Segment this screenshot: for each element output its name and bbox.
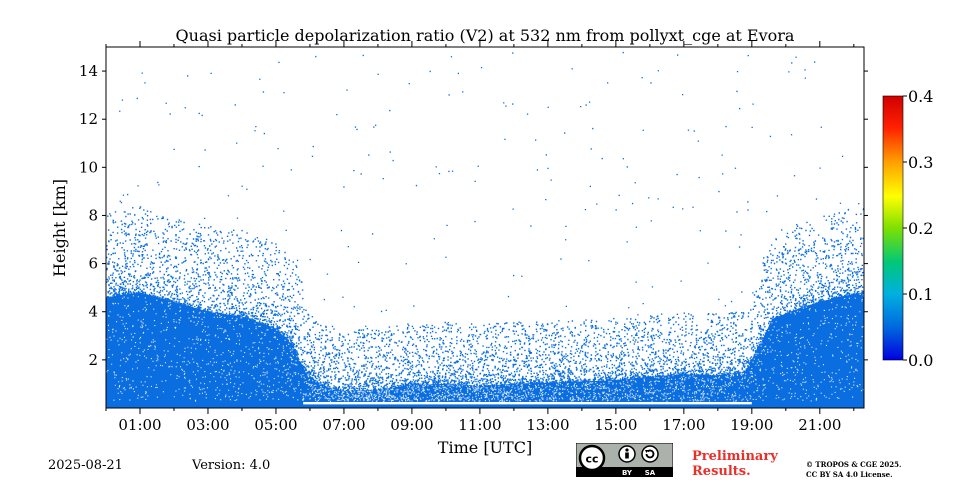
- colorbar-tick-label: 0.3: [908, 153, 933, 172]
- y-tick-label: 6: [88, 255, 98, 273]
- colorbar-tick-label: 0.1: [908, 285, 933, 304]
- y-tick-label: 12: [79, 110, 98, 128]
- x-tick-label: 03:00: [186, 416, 229, 434]
- x-axis-label: Time [UTC]: [438, 438, 532, 457]
- copyright-line-2: CC BY SA 4.0 License.: [806, 470, 893, 479]
- version-label: Version: 4.0: [192, 458, 271, 473]
- plot-frame: [105, 46, 865, 409]
- x-tick-label: 19:00: [730, 416, 773, 434]
- colorbar-tick-label: 0.4: [908, 87, 933, 106]
- y-tick-label: 8: [88, 206, 98, 224]
- copyright-line-1: © TROPOS & CGE 2025.: [806, 460, 902, 469]
- preliminary-line-2: Results.: [692, 464, 751, 479]
- x-axis: 01:00 03:00 05:00 07:00 09:00 11:00 13:00 15:00…: [105, 41, 855, 434]
- signal-region: [106, 292, 864, 408]
- y-tick-label: 14: [79, 62, 98, 80]
- colorbar-tick-label: 0.0: [908, 351, 933, 370]
- near-ground-gap: [303, 401, 752, 405]
- date-label: 2025-08-21: [48, 458, 123, 473]
- colorbar: [883, 96, 903, 360]
- x-tick-label: 09:00: [390, 416, 433, 434]
- preliminary-line-1: Preliminary: [692, 449, 778, 464]
- svg-text:BY: BY: [622, 469, 633, 477]
- speckle: [106, 51, 864, 402]
- x-tick-label: 17:00: [662, 416, 705, 434]
- y-axis: 2 4 6 8 10 12 14: [79, 62, 868, 369]
- copyright-notice: © TROPOS & CGE 2025. CC BY SA 4.0 Licens…: [806, 460, 901, 480]
- preliminary-results-notice: Preliminary Results.: [692, 449, 778, 479]
- y-axis-label: Height [km]: [50, 179, 69, 277]
- svg-text:cc: cc: [585, 453, 598, 466]
- depolarization-field: [106, 51, 864, 408]
- x-tick-label: 05:00: [254, 416, 297, 434]
- cc-icon: [578, 444, 606, 472]
- svg-text:SA: SA: [645, 469, 656, 477]
- x-tick-label: 07:00: [322, 416, 365, 434]
- y-tick-label: 2: [88, 351, 98, 369]
- x-tick-label: 01:00: [118, 416, 161, 434]
- cc-license-badge: cc BY SA: [576, 443, 673, 477]
- sa-share-alike-icon: [641, 445, 659, 463]
- colorbar-tick-label: 0.2: [908, 219, 933, 238]
- y-tick-label: 4: [88, 303, 98, 321]
- chart-title: Quasi particle depolarization ratio (V2)…: [176, 26, 795, 45]
- x-tick-label: 11:00: [458, 416, 501, 434]
- colorbar-axis: 0.0 0.1 0.2 0.3 0.4: [903, 87, 933, 370]
- x-tick-label: 13:00: [526, 416, 569, 434]
- y-tick-label: 10: [79, 158, 98, 176]
- x-tick-label: 15:00: [594, 416, 637, 434]
- x-tick-label: 21:00: [798, 416, 841, 434]
